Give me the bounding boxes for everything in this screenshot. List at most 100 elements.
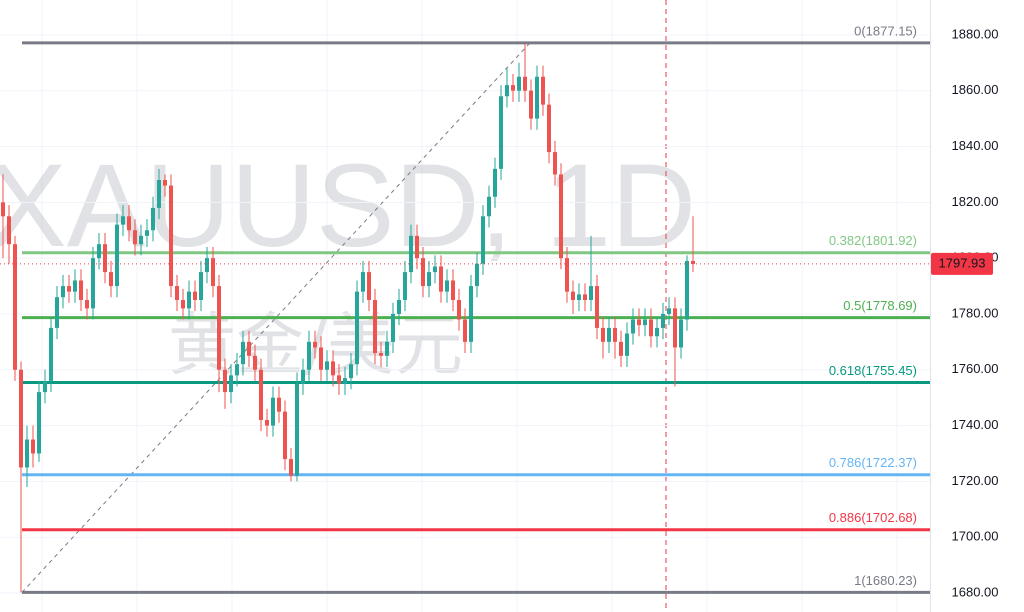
y-tick-label: 1760.00 [952,361,999,376]
candle-body [475,263,479,287]
candle-body [253,355,257,370]
candle-body [247,341,251,356]
fib-level-label: 1(1680.23) [854,573,917,588]
candle-body [391,313,395,342]
candle-body [577,294,581,300]
candle-body [379,353,383,356]
y-tick-label: 1880.00 [952,26,999,41]
candle-body [187,291,191,309]
candle-body [595,286,599,328]
candle-body [175,286,179,300]
candle-body [109,272,113,287]
candle-body [1,202,5,217]
candle-body [265,420,269,426]
candle-body [211,258,215,287]
candle-body [403,272,407,300]
candle-body [73,280,77,292]
candle-body [511,85,515,91]
candle-body [583,294,587,300]
candle-body [277,397,281,412]
y-tick-label: 1820.00 [952,194,999,209]
candle-body [163,180,167,186]
candle-body [13,244,17,370]
candle-body [547,104,551,153]
candle-body [493,168,497,197]
fib-level-label: 0.5(1778.69) [843,298,917,313]
candle-body [667,308,671,314]
last-price-label: 1797.93 [939,255,986,270]
y-tick-label: 1680.00 [952,584,999,599]
candle-body [535,76,539,119]
candle-body [55,297,59,328]
candle-body [259,369,263,420]
candle-body [157,180,161,208]
candle-body [397,300,401,314]
candle-body [181,300,185,309]
candle-body [625,333,629,356]
candle-body [661,313,665,328]
candle-body [433,266,437,273]
candle-body [133,230,137,245]
candle-body [613,327,617,342]
candle-body [325,361,329,370]
candle-body [97,244,101,259]
candle-body [337,375,341,384]
candle-body [139,235,143,245]
candle-body [313,341,317,348]
candle-body [463,319,467,342]
candle-body [517,76,521,91]
candle-body [643,319,647,326]
fib-level-label: 0.618(1755.45) [829,363,917,378]
candle-body [655,327,659,337]
candle-body [205,258,209,273]
y-tick-label: 1780.00 [952,305,999,320]
candle-body [127,216,131,231]
candle-body [79,280,83,300]
candle-body [31,439,35,454]
candle-body [415,235,419,259]
candle-body [691,260,695,264]
candle-body [61,286,65,298]
candle-body [457,300,461,320]
candle-body [409,235,413,273]
candle-body [43,380,47,393]
candle-body [241,341,245,365]
candle-body [307,341,311,370]
candle-body [601,327,605,342]
candle-body [367,272,371,300]
candle-body [91,258,95,309]
candle-body [637,319,641,326]
candle-body [151,207,155,231]
fib-level-label: 0.382(1801.92) [829,233,917,248]
y-tick-label: 1840.00 [952,138,999,153]
candle-body [229,375,233,393]
last-price-tag [931,252,993,275]
candle-body [607,327,611,342]
grid [41,0,898,612]
candle-body [421,258,425,287]
candle-body [355,291,359,365]
candle-body [115,224,119,287]
candle-body [385,341,389,356]
candle-body [451,280,455,300]
candle-body [571,291,575,300]
y-tick-label: 1700.00 [952,529,999,544]
candle-body [529,90,533,119]
fib-level-label: 0.786(1722.37) [829,455,917,470]
candle-body [487,196,491,217]
candle-body [223,369,227,393]
candle-body [169,185,173,287]
candle-body [85,300,89,309]
candle-body [145,230,149,236]
candle-body [373,300,377,354]
candle-body [121,216,125,225]
candle-body [619,341,623,356]
candle-body [283,411,287,460]
candle-body [445,280,449,292]
candle-body [271,397,275,426]
candle-body [319,347,323,370]
candle-body [481,216,485,264]
candle-body [217,286,221,370]
candle-body [301,369,305,384]
